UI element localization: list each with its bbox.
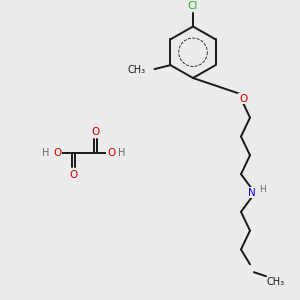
Text: O: O xyxy=(107,148,115,158)
Text: H: H xyxy=(42,148,50,158)
Text: Cl: Cl xyxy=(188,1,198,11)
Text: O: O xyxy=(53,148,61,158)
Text: H: H xyxy=(118,148,126,158)
Text: H: H xyxy=(259,185,266,194)
Text: CH₃: CH₃ xyxy=(128,65,146,75)
Text: CH₃: CH₃ xyxy=(267,277,285,287)
Text: N: N xyxy=(248,188,256,198)
Text: O: O xyxy=(69,170,77,180)
Text: O: O xyxy=(91,127,99,136)
Text: O: O xyxy=(239,94,247,104)
